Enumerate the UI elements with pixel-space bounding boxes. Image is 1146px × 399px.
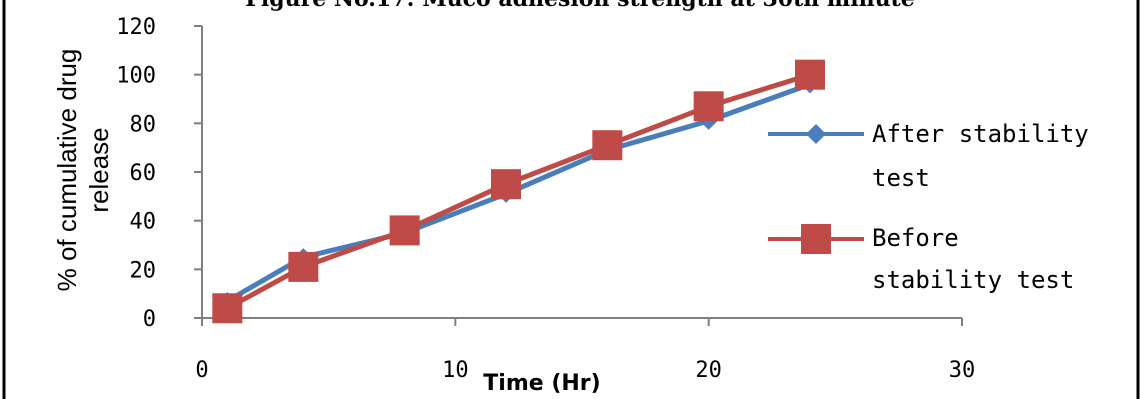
- y-tick-label: 60: [130, 161, 157, 186]
- x-axis-title: Time (Hr): [483, 371, 600, 396]
- data-point-before: [795, 59, 825, 90]
- x-tick-label: 30: [949, 358, 976, 383]
- legend-label-after-line1: After stability: [872, 120, 1089, 148]
- y-axis-title-line1: % of cumulative drug: [52, 49, 82, 292]
- x-tick-label: 10: [442, 358, 469, 383]
- data-point-before: [212, 293, 243, 324]
- chart-title: Figure No.17: Muco adhesion strength at …: [245, 0, 914, 12]
- y-axis-title-line2: release: [84, 127, 114, 212]
- data-point-before: [693, 91, 724, 122]
- y-tick-label: 80: [130, 112, 157, 137]
- legend-label-before-line1: Before: [872, 224, 959, 252]
- data-point-before: [288, 251, 319, 282]
- x-tick-label: 0: [195, 358, 208, 383]
- legend-marker-before: [801, 224, 831, 254]
- data-point-before: [389, 215, 420, 246]
- y-tick-label: 40: [130, 210, 157, 235]
- y-tick-label: 100: [116, 64, 156, 89]
- legend-label-before-line2: stability test: [872, 266, 1074, 294]
- data-point-before: [592, 130, 623, 161]
- y-tick-label: 0: [143, 307, 156, 332]
- series-layer: [212, 59, 825, 324]
- legend-marker-after: [806, 124, 826, 144]
- legend: After stability test Before stability te…: [768, 120, 1089, 294]
- y-tick-label: 20: [130, 258, 157, 283]
- y-tick-label: 120: [116, 15, 156, 40]
- axis-ticks: 0 20 40 60 80 100 120 0 10 20 30: [116, 15, 975, 383]
- data-point-before: [491, 169, 521, 200]
- legend-label-after-line2: test: [872, 164, 930, 192]
- x-tick-label: 20: [695, 358, 722, 383]
